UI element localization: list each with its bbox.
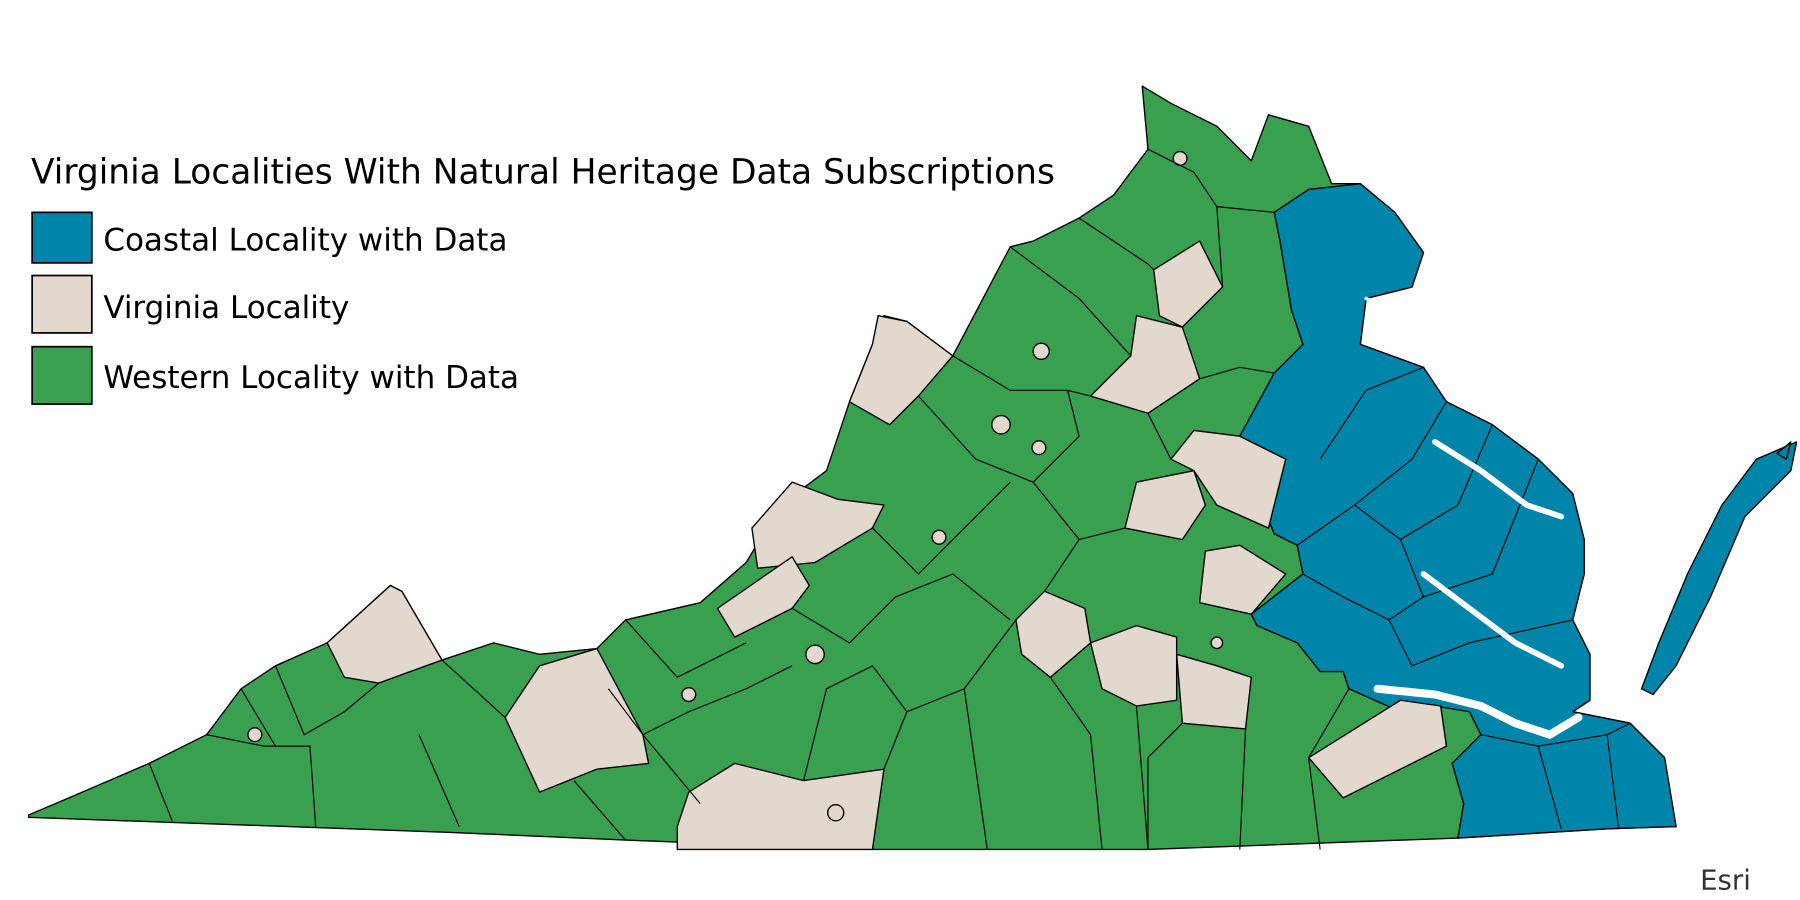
legend-title: Virginia Localities With Natural Heritag… xyxy=(31,153,1055,193)
legend-item-coastal: Coastal Locality with Data xyxy=(31,211,507,264)
james-river xyxy=(1373,684,1583,739)
city[interactable] xyxy=(826,804,845,822)
coastal-localities[interactable] xyxy=(1239,182,1677,839)
city[interactable] xyxy=(931,529,947,545)
locality[interactable] xyxy=(1153,240,1224,328)
city[interactable] xyxy=(991,414,1011,435)
legend-swatch-coastal xyxy=(31,211,93,264)
legend-swatch-western xyxy=(31,345,93,405)
legend-label-coastal: Coastal Locality with Data xyxy=(103,222,507,258)
locality[interactable] xyxy=(676,762,885,851)
city[interactable] xyxy=(805,644,825,665)
attribution: Esri xyxy=(1700,865,1751,897)
city[interactable] xyxy=(681,686,697,703)
city[interactable] xyxy=(1210,636,1224,650)
eastern-shore[interactable] xyxy=(1640,441,1798,696)
localities-without-data xyxy=(247,150,1448,851)
rappahannock-river xyxy=(1432,439,1565,520)
eastern-shore-islands xyxy=(1776,441,1792,460)
legend-label-western: Western Locality with Data xyxy=(103,360,519,396)
legend: Virginia Localities With Natural Heritag… xyxy=(31,153,1055,405)
legend-item-western: Western Locality with Data xyxy=(31,345,519,405)
locality[interactable] xyxy=(1170,429,1287,529)
city[interactable] xyxy=(247,727,263,743)
legend-swatch-locality xyxy=(31,274,93,334)
city[interactable] xyxy=(1032,342,1050,361)
city[interactable] xyxy=(1031,440,1047,456)
legend-label-locality: Virginia Locality xyxy=(103,290,349,326)
york-river xyxy=(1420,571,1565,669)
locality[interactable] xyxy=(751,481,885,569)
potomac-river xyxy=(1364,296,1426,347)
locality[interactable] xyxy=(716,556,811,638)
county-borders xyxy=(148,148,1631,850)
locality[interactable] xyxy=(1175,653,1252,730)
locality[interactable] xyxy=(504,647,650,793)
water-features xyxy=(1364,296,1583,739)
locality[interactable] xyxy=(1198,544,1287,615)
locality[interactable] xyxy=(1307,699,1448,799)
virginia-map xyxy=(28,85,1798,851)
locality[interactable] xyxy=(1124,469,1207,541)
locality[interactable] xyxy=(1089,624,1178,707)
legend-item-locality: Virginia Locality xyxy=(31,274,349,334)
locality[interactable] xyxy=(848,315,954,426)
